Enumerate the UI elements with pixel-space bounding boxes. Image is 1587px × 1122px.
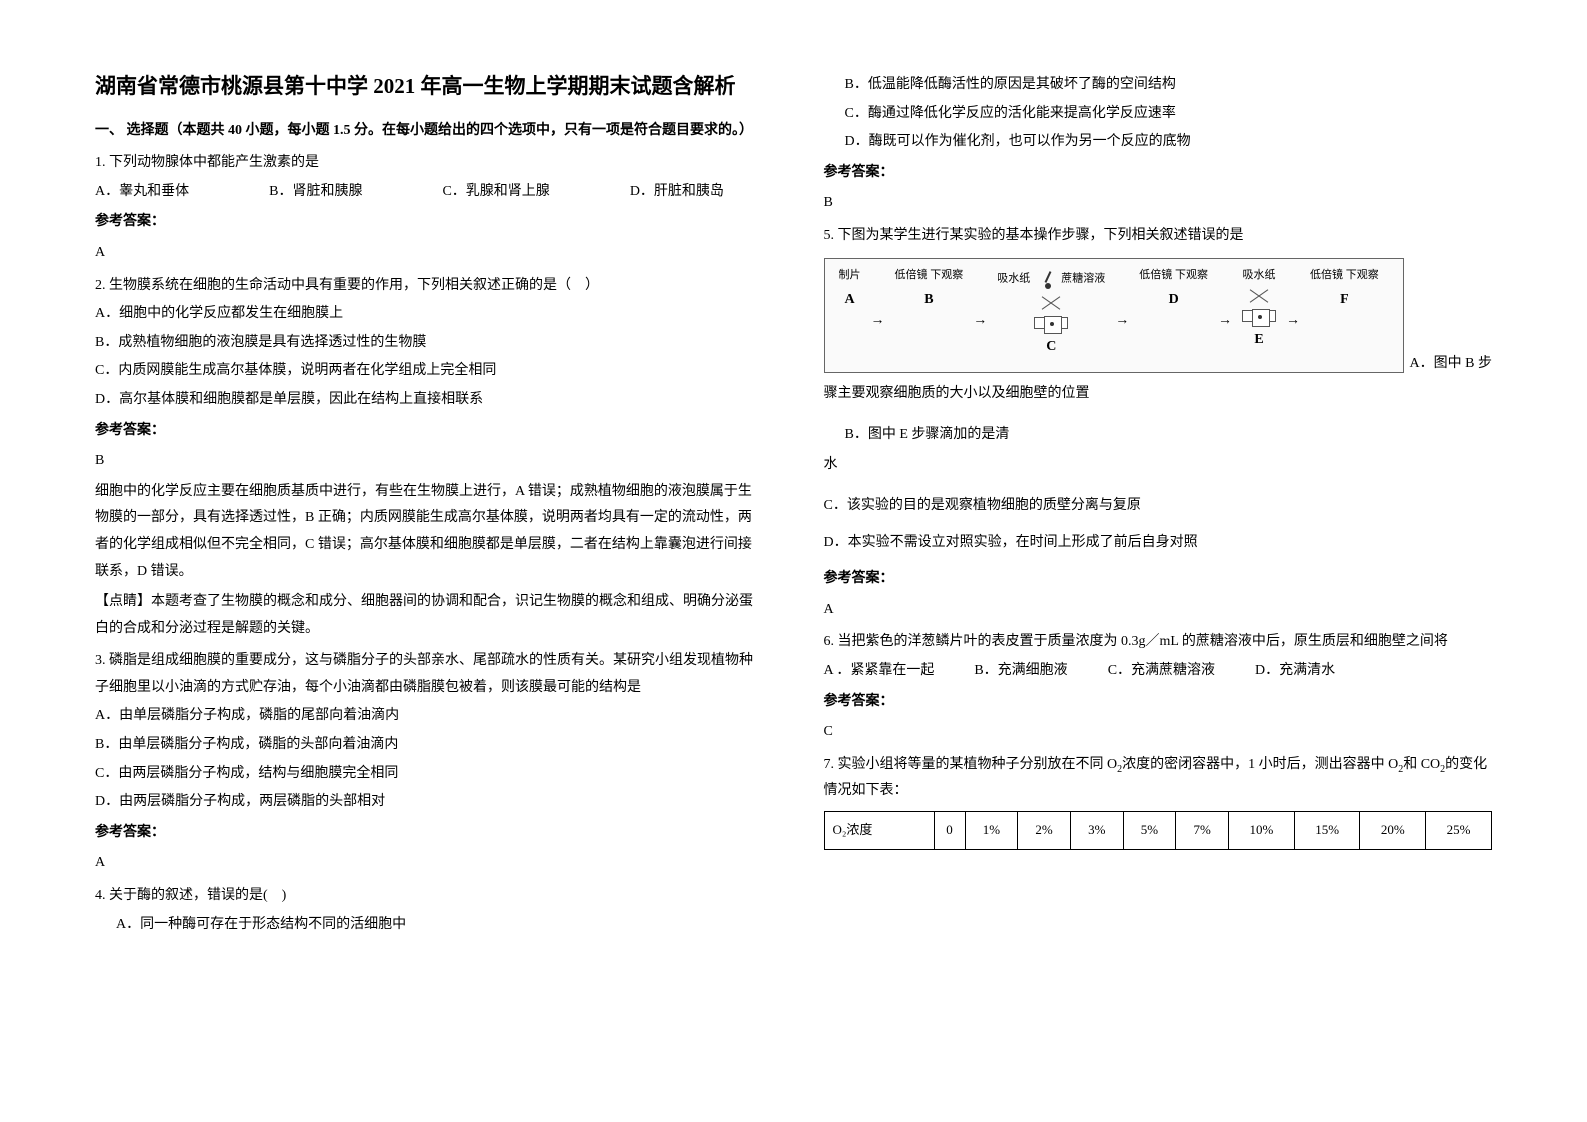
slide-icon xyxy=(1034,317,1068,329)
q2-explanation-1: 细胞中的化学反应主要在细胞质基质中进行，有些在生物膜上进行，A 错误；成熟植物细… xyxy=(95,479,764,585)
q2-opt-a: A．细胞中的化学反应都发生在细胞膜上 xyxy=(95,301,764,328)
q6-opt-b: B．充满细胞液 xyxy=(974,658,1067,685)
q1-opt-b: B．肾脏和胰腺 xyxy=(269,179,362,206)
table-cell: 25% xyxy=(1426,812,1492,850)
step-e-letter: E xyxy=(1254,327,1263,354)
q4-opt-c: C．酶通过降低化学反应的活化能来提高化学反应速率 xyxy=(824,101,1493,128)
q7-stem: 7. 实验小组将等量的某植物种子分别放在不同 O2浓度的密闭容器中，1 小时后，… xyxy=(824,752,1493,805)
q3-answer-label: 参考答案： xyxy=(95,820,764,847)
q1-opt-d: D．肝脏和胰岛 xyxy=(630,179,724,206)
step-d-letter: D xyxy=(1169,287,1179,314)
q7-stem-part3: 和 CO xyxy=(1403,757,1440,772)
q5-opt-d: D．本实验不需设立对照实验，在时间上形成了前后自身对照 xyxy=(824,530,1493,557)
q2-answer-label: 参考答案： xyxy=(95,418,764,445)
q6-answer: C xyxy=(824,719,1493,746)
q1-opt-a: A．睾丸和垂体 xyxy=(95,179,189,206)
section-1-heading: 一、 选择题（本题共 40 小题，每小题 1.5 分。在每小题给出的四个选项中，… xyxy=(95,118,764,145)
q4-answer-label: 参考答案： xyxy=(824,160,1493,187)
q7-stem-part2: 浓度的密闭容器中，1 小时后，测出容器中 O xyxy=(1122,757,1398,772)
step-b-caption: 低倍镜 下观察 xyxy=(895,269,964,282)
q2-answer: B xyxy=(95,448,764,475)
q2-opt-d: D．高尔基体膜和细胞膜都是单层膜，因此在结构上直接相联系 xyxy=(95,387,764,414)
diagram-step-b: 低倍镜 下观察 B xyxy=(895,269,964,314)
diagram-step-c: 吸水纸 蔗糖溶液 C xyxy=(997,269,1105,361)
q6-opt-d: D．充满清水 xyxy=(1255,658,1335,685)
q4-stem: 4. 关于酶的叙述，错误的是( ) xyxy=(95,883,764,910)
q5-opt-b-post: 水 xyxy=(824,452,1493,479)
table-cell: 5% xyxy=(1123,812,1176,850)
q1-answer-label: 参考答案： xyxy=(95,209,764,236)
q2-explanation-2: 【点睛】本题考查了生物膜的概念和成分、细胞器间的协调和配合，识记生物膜的概念和组… xyxy=(95,589,764,642)
table-row-label: O₂浓度 xyxy=(824,812,934,850)
q3-answer: A xyxy=(95,850,764,877)
q3-opt-a: A．由单层磷脂分子构成，磷脂的尾部向着油滴内 xyxy=(95,703,764,730)
table-cell: 20% xyxy=(1360,812,1426,850)
q2-stem: 2. 生物膜系统在细胞的生命活动中具有重要的作用，下列相关叙述正确的是（ ） xyxy=(95,273,764,300)
diagram-step-e: 吸水纸 E xyxy=(1242,269,1276,354)
q5-opt-c: C．该实验的目的是观察植物细胞的质壁分离与复原 xyxy=(824,493,1493,520)
step-b-letter: B xyxy=(924,287,933,314)
q5-opt-b-pre: B．图中 E 步骤滴加的是清 xyxy=(824,422,1493,449)
table-cell: 15% xyxy=(1294,812,1360,850)
step-f-caption: 低倍镜 下观察 xyxy=(1310,269,1379,282)
q2-opt-c: C．内质网膜能生成高尔基体膜，说明两者在化学组成上完全相同 xyxy=(95,358,764,385)
slide-icon xyxy=(1242,310,1276,322)
step-c-letter: C xyxy=(1046,334,1056,361)
diagram-step-f: 低倍镜 下观察 F xyxy=(1310,269,1379,314)
q5-diagram: 制片 A → 低倍镜 下观察 B → 吸水纸 蔗糖溶液 C → 低倍镜 下观察 … xyxy=(824,258,1404,374)
q5-opt-a-inline: A．图中 B 步 xyxy=(1410,351,1492,378)
q3-opt-b: B．由单层磷脂分子构成，磷脂的头部向着油滴内 xyxy=(95,732,764,759)
table-cell: 10% xyxy=(1229,812,1295,850)
right-column: B．低温能降低酶活性的原因是其破坏了酶的空间结构 C．酶通过降低化学反应的活化能… xyxy=(824,70,1493,1082)
q3-stem: 3. 磷脂是组成细胞膜的重要成分，这与磷脂分子的头部亲水、尾部疏水的性质有关。某… xyxy=(95,648,764,701)
q4-opt-d: D．酶既可以作为催化剂，也可以作为另一个反应的底物 xyxy=(824,129,1493,156)
table-cell: 1% xyxy=(965,812,1018,850)
diagram-step-a: 制片 A xyxy=(839,269,861,314)
q3-opt-d: D．由两层磷脂分子构成，两层磷脂的头部相对 xyxy=(95,789,764,816)
q5-answer-label: 参考答案： xyxy=(824,566,1493,593)
q2-opt-b: B．成熟植物细胞的液泡膜是具有选择透过性的生物膜 xyxy=(95,330,764,357)
q5-answer: A xyxy=(824,597,1493,624)
q5-stem: 5. 下图为某学生进行某实验的基本操作步骤，下列相关叙述错误的是 xyxy=(824,223,1493,250)
arrow-icon: → xyxy=(1115,308,1129,335)
q3-opt-c: C．由两层磷脂分子构成，结构与细胞膜完全相同 xyxy=(95,761,764,788)
q4-answer: B xyxy=(824,190,1493,217)
table-cell: 2% xyxy=(1018,812,1071,850)
arrow-icon: → xyxy=(871,308,885,335)
arrow-icon: → xyxy=(973,308,987,335)
cross-icon xyxy=(1248,285,1270,307)
arrow-icon: → xyxy=(1218,308,1232,335)
q7-stem-part1: 7. 实验小组将等量的某植物种子分别放在不同 O xyxy=(824,757,1118,772)
step-c-caption: 吸水纸 蔗糖溶液 xyxy=(997,269,1105,289)
step-e-caption: 吸水纸 xyxy=(1243,269,1276,282)
q4-opt-b: B．低温能降低酶活性的原因是其破坏了酶的空间结构 xyxy=(824,72,1493,99)
q4-opt-a: A．同一种酶可存在于形态结构不同的活细胞中 xyxy=(95,912,764,939)
q1-options: A．睾丸和垂体 B．肾脏和胰腺 C．乳腺和肾上腺 D．肝脏和胰岛 xyxy=(95,179,764,206)
cross-icon xyxy=(1040,292,1062,314)
diagram-step-d: 低倍镜 下观察 D xyxy=(1139,269,1208,314)
q6-opt-a: A ．紧紧靠在一起 xyxy=(824,658,935,685)
arrow-icon: → xyxy=(1286,308,1300,335)
q5-opt-a-continued: 骤主要观察细胞质的大小以及细胞壁的位置 xyxy=(824,381,1493,408)
q6-answer-label: 参考答案： xyxy=(824,689,1493,716)
q6-opt-c: C．充满蔗糖溶液 xyxy=(1108,658,1215,685)
table-cell: 7% xyxy=(1176,812,1229,850)
table-cell: 0 xyxy=(934,812,965,850)
table-cell: 3% xyxy=(1070,812,1123,850)
q6-stem: 6. 当把紫色的洋葱鳞片叶的表皮置于质量浓度为 0.3g／mL 的蔗糖溶液中后，… xyxy=(824,629,1493,656)
q7-data-table: O₂浓度 0 1% 2% 3% 5% 7% 10% 15% 20% 25% xyxy=(824,811,1493,850)
document-title: 湖南省常德市桃源县第十中学 2021 年高一生物上学期期末试题含解析 xyxy=(95,70,764,104)
table-row: O₂浓度 0 1% 2% 3% 5% 7% 10% 15% 20% 25% xyxy=(824,812,1492,850)
left-column: 湖南省常德市桃源县第十中学 2021 年高一生物上学期期末试题含解析 一、 选择… xyxy=(95,70,764,1082)
step-f-letter: F xyxy=(1340,287,1349,314)
q1-stem: 1. 下列动物腺体中都能产生激素的是 xyxy=(95,150,764,177)
q6-options: A ．紧紧靠在一起 B．充满细胞液 C．充满蔗糖溶液 D．充满清水 xyxy=(824,658,1493,685)
step-a-letter: A xyxy=(844,287,854,314)
q1-opt-c: C．乳腺和肾上腺 xyxy=(442,179,549,206)
q1-answer: A xyxy=(95,240,764,267)
step-d-caption: 低倍镜 下观察 xyxy=(1139,269,1208,282)
step-a-caption: 制片 xyxy=(839,269,861,282)
